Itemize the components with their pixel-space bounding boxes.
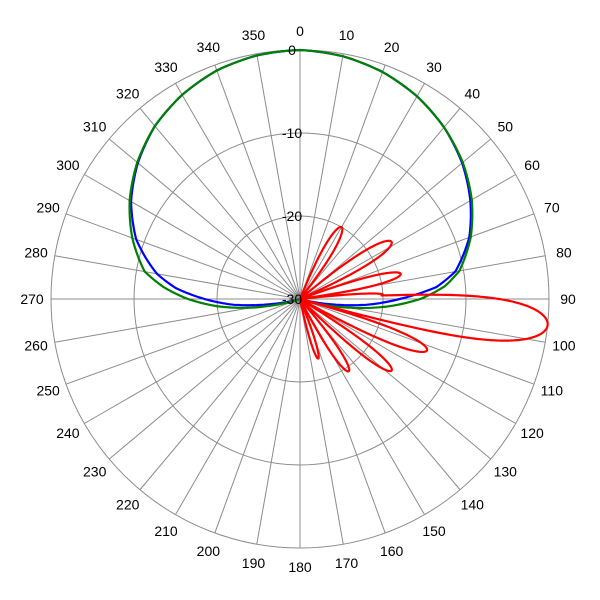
radial-tick-label: -10 [282,125,302,141]
grid-spoke-170 [299,298,344,545]
radial-tick-label: -20 [282,208,302,224]
angle-tick-label: 180 [288,559,312,575]
grid-spoke-350 [256,53,301,300]
grid-spoke-300 [84,174,301,300]
angle-tick-label: 70 [544,199,560,215]
radial-tick-labels: 0 -10 -20 -30 [282,42,302,307]
angle-tick-label: 80 [556,244,572,260]
angle-tick-label: 190 [242,555,266,571]
grid-spoke-210 [175,298,301,515]
grid-spoke-30 [299,83,425,300]
angle-tick-label: 210 [154,523,178,539]
series-line-3 [298,225,549,373]
angle-tick-label: 130 [494,463,518,479]
angle-tick-label: 110 [541,383,564,399]
grid-spoke-330 [175,83,301,300]
grid-spoke-110 [299,298,535,385]
grid-spoke-320 [139,107,301,300]
angle-tick-label: 30 [426,59,442,75]
angle-tick-label: 90 [560,291,576,307]
grid-spoke-200 [214,298,301,534]
grid-spoke-290 [65,213,301,300]
angle-tick-label: 320 [116,86,140,102]
angle-tick-label: 330 [154,59,178,75]
angle-tick-label: 270 [20,291,44,307]
grid-spoke-250 [65,298,301,385]
angle-tick-label: 20 [384,39,400,55]
grid-spoke-220 [139,298,301,491]
angle-tick-label: 10 [339,27,355,43]
grid-spoke-340 [214,64,301,300]
grid-spoke-40 [299,107,461,300]
angle-tick-label: 120 [520,425,544,441]
radial-tick-label: 0 [288,42,296,58]
angle-tick-label: 240 [56,425,80,441]
grid-spoke-130 [299,298,492,460]
angle-tick-label: 260 [24,338,48,354]
series-line-1 [129,48,472,307]
angle-tick-label: 280 [24,244,48,260]
angle-tick-label: 340 [197,39,221,55]
grid-spoke-310 [108,138,301,300]
angle-tick-label: 310 [83,119,107,135]
radial-tick-label: -30 [282,291,302,307]
angle-tick-label: 150 [422,523,446,539]
grid-spoke-240 [84,298,301,424]
angle-tick-label: 100 [552,338,576,354]
angle-tick-label: 140 [461,496,485,512]
angle-tick-label: 230 [83,463,107,479]
angle-tick-labels: 0 10 20 30 40 50 60 70 80 90 100 110 120 130 140 150 160… [20,23,576,575]
angle-tick-label: 300 [56,157,80,173]
angle-tick-label: 160 [380,543,404,559]
angle-tick-label: 170 [335,555,359,571]
grid-spoke-120 [299,298,516,424]
grid-spoke-60 [299,174,516,300]
angle-tick-label: 40 [464,86,480,102]
grid-spoke-20 [299,64,386,300]
angle-tick-label: 50 [498,119,514,135]
angle-tick-label: 0 [296,23,304,39]
angle-tick-label: 250 [36,383,60,399]
grid-spoke-190 [256,298,301,545]
angle-tick-label: 220 [116,496,140,512]
angle-tick-label: 60 [524,157,540,173]
angle-tick-label: 200 [197,543,221,559]
angle-tick-label: 290 [36,199,60,215]
grid-spoke-230 [108,298,301,460]
grid-spoke-10 [299,53,344,300]
series-group [128,48,549,373]
angle-tick-label: 350 [242,27,266,43]
grid-spoke-280 [54,255,301,300]
